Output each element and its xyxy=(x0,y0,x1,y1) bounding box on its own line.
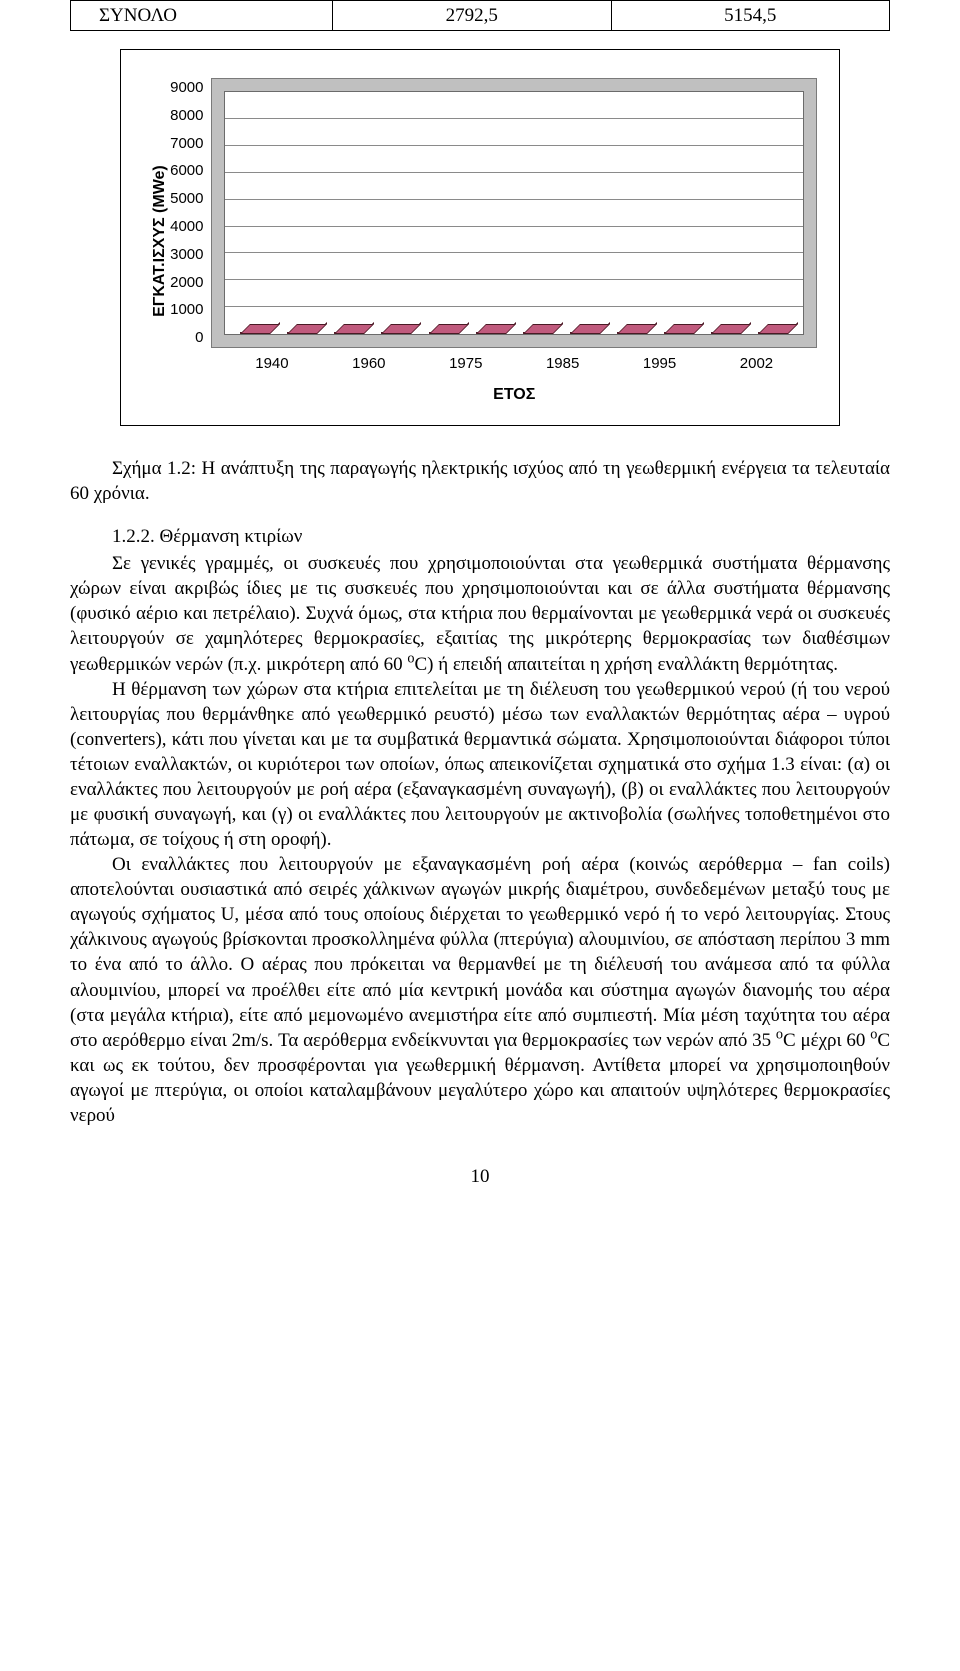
section-heading: 1.2.2. Θέρμανση κτιρίων xyxy=(70,524,890,549)
y-tick-label: 8000 xyxy=(170,106,203,126)
bar-top xyxy=(711,324,751,334)
y-axis-ticks: 9000 8000 7000 6000 5000 4000 3000 2000 1000 0 xyxy=(170,78,211,348)
x-tick-label: 1940 xyxy=(255,354,288,374)
y-tick-label: 5000 xyxy=(170,189,203,209)
body-paragraph-2: Η θέρμανση των χώρων στα κτήρια επιτελεί… xyxy=(70,677,890,853)
x-tick-label: 2002 xyxy=(740,354,773,374)
grid-line xyxy=(225,199,803,200)
page-number: 10 xyxy=(70,1164,890,1189)
summary-col2-cell: 2792,5 xyxy=(333,1,611,31)
body-paragraph-1: Σε γενικές γραμμές, οι συσκευές που χρησ… xyxy=(70,551,890,676)
bar-top xyxy=(429,324,469,334)
bar-top xyxy=(664,324,704,334)
x-tick-label: 1975 xyxy=(449,354,482,374)
bar-top xyxy=(334,324,374,334)
bar-top xyxy=(381,324,421,334)
y-tick-label: 7000 xyxy=(170,134,203,154)
chart-container: ΕΓΚΑΤ.ΙΣΧΥΣ (MWe) 9000 8000 7000 6000 5000 40… xyxy=(120,49,840,426)
bar-top xyxy=(570,324,610,334)
p3b-text: C μέχρι 60 xyxy=(783,1030,870,1051)
body-paragraph-3: Οι εναλλάκτες που λειτουργούν με εξαναγκ… xyxy=(70,852,890,1128)
y-tick-label: 9000 xyxy=(170,78,203,98)
y-tick-label: 1000 xyxy=(170,300,203,320)
grid-line xyxy=(225,145,803,146)
x-tick-label: 1995 xyxy=(643,354,676,374)
p3a-text: Οι εναλλάκτες που λειτουργούν με εξαναγκ… xyxy=(70,854,890,1051)
y-tick-label: 4000 xyxy=(170,217,203,237)
caption-leadin: Σχήμα 1.2: xyxy=(112,458,202,479)
y-tick-label: 2000 xyxy=(170,273,203,293)
bar-top xyxy=(476,324,516,334)
bars-group xyxy=(225,92,803,334)
summary-col3-cell: 5154,5 xyxy=(611,1,889,31)
grid-line xyxy=(225,118,803,119)
degree-sup: ο xyxy=(776,1026,783,1042)
bar-top xyxy=(240,324,280,334)
grid-line xyxy=(225,226,803,227)
summary-label-cell: ΣΥΝΟΛΟ xyxy=(71,1,333,31)
section-title: Θέρμανση κτιρίων xyxy=(160,526,303,547)
summary-table: ΣΥΝΟΛΟ 2792,5 5154,5 xyxy=(70,0,890,31)
bar-top xyxy=(617,324,657,334)
plot-wrap: 1940 1960 1975 1985 1995 2002 ΕΤΟΣ xyxy=(211,78,817,405)
p1-tail: C) ή επειδή απαιτείται η χρήση εναλλάκτη… xyxy=(414,654,837,675)
grid-line xyxy=(225,172,803,173)
bar-top xyxy=(287,324,327,334)
plot-outer xyxy=(211,78,817,348)
table-row: ΣΥΝΟΛΟ 2792,5 5154,5 xyxy=(71,1,890,31)
x-tick-label: 1985 xyxy=(546,354,579,374)
section-number: 1.2.2. xyxy=(112,526,155,547)
x-tick-label: 1960 xyxy=(352,354,385,374)
y-tick-label: 6000 xyxy=(170,161,203,181)
x-axis-label: ΕΤΟΣ xyxy=(211,384,817,405)
grid-line xyxy=(225,279,803,280)
grid-line xyxy=(225,252,803,253)
grid-line xyxy=(225,306,803,307)
bar-top xyxy=(758,324,798,334)
y-axis-label: ΕΓΚΑΤ.ΙΣΧΥΣ (MWe) xyxy=(143,78,170,405)
x-axis-ticks: 1940 1960 1975 1985 1995 2002 xyxy=(223,354,805,374)
y-tick-label: 3000 xyxy=(170,245,203,265)
bar-top xyxy=(523,324,563,334)
y-tick-label: 0 xyxy=(195,328,203,348)
chart-area: ΕΓΚΑΤ.ΙΣΧΥΣ (MWe) 9000 8000 7000 6000 5000 40… xyxy=(143,78,817,405)
plot-inner xyxy=(224,91,804,335)
figure-caption: Σχήμα 1.2: Η ανάπτυξη της παραγωγής ηλεκ… xyxy=(70,456,890,506)
